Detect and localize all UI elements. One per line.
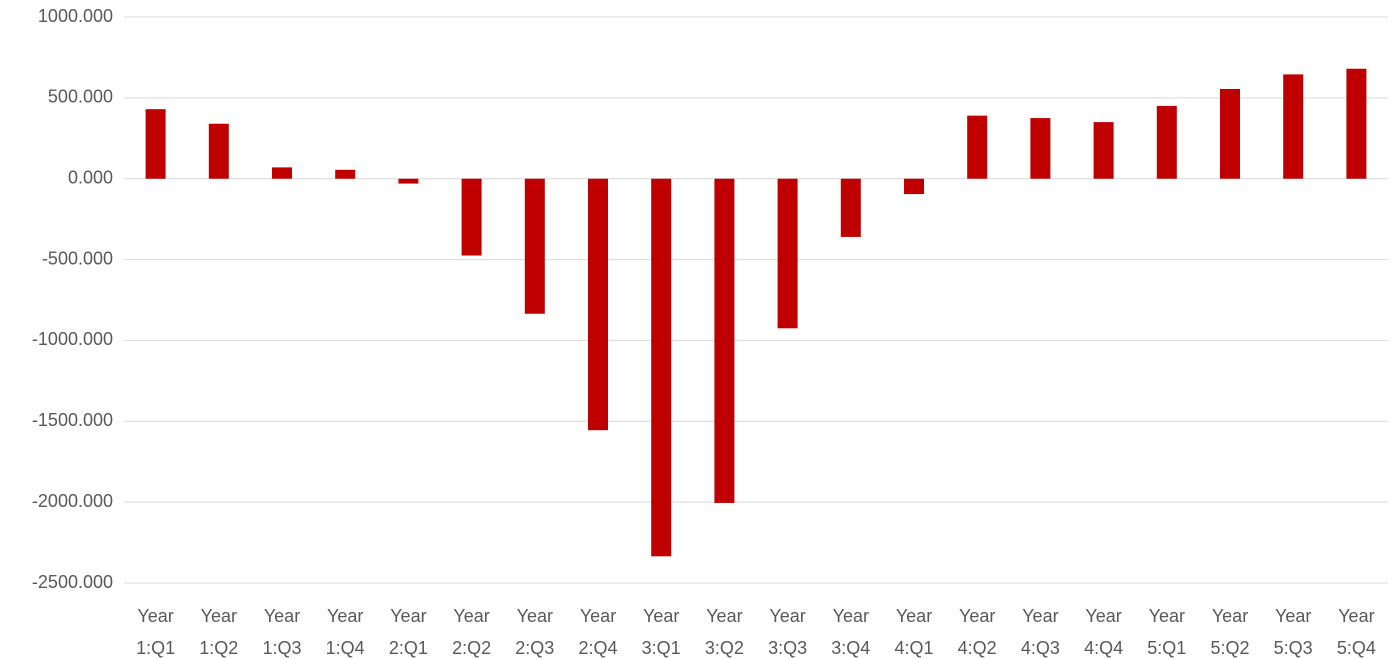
y-tick-label: -2500.000 (32, 572, 113, 592)
y-tick-label: -1500.000 (32, 410, 113, 430)
x-tick-label: Year 1:Q1 (136, 606, 176, 658)
bar (461, 178, 482, 256)
y-tick-label: 1000.000 (38, 6, 113, 26)
bar (904, 178, 924, 195)
bar (1156, 105, 1177, 179)
bar (335, 169, 356, 179)
bar (714, 178, 735, 503)
x-tick-label: Year 1:Q2 (199, 606, 239, 658)
x-tick-label: Year 2:Q1 (388, 606, 428, 658)
y-tick-label: 500.000 (48, 87, 113, 107)
x-tick-label: Year 5:Q2 (1210, 606, 1250, 658)
bar (1283, 74, 1304, 179)
x-tick-label: Year 2:Q4 (578, 606, 618, 658)
bar (272, 167, 292, 179)
bar (840, 178, 861, 237)
x-tick-label: Year 4:Q4 (1084, 606, 1124, 658)
bar (208, 123, 229, 179)
bar (1030, 118, 1051, 179)
x-tick-label: Year 3:Q4 (831, 606, 871, 658)
x-tick-label: Year 1:Q3 (262, 606, 302, 658)
x-tick-label: Year 4:Q3 (1020, 606, 1060, 658)
bar (967, 115, 988, 179)
bar (524, 178, 545, 314)
bar (588, 178, 608, 431)
bar (651, 178, 672, 557)
x-tick-label: Year 3:Q3 (768, 606, 808, 658)
x-tick-label: Year 5:Q4 (1336, 606, 1376, 658)
bar (1220, 88, 1240, 179)
y-tick-label: -2000.000 (32, 491, 113, 511)
x-tick-label: Year 4:Q1 (894, 606, 934, 658)
bar (1346, 68, 1367, 179)
x-tick-label: Year 4:Q2 (957, 606, 997, 658)
y-tick-label: -500.000 (42, 248, 113, 268)
y-tick-label: -1000.000 (32, 329, 113, 349)
x-tick-label: Year 3:Q2 (704, 606, 744, 658)
x-tick-label: Year 5:Q1 (1147, 606, 1187, 658)
x-tick-label: Year 1:Q4 (325, 606, 365, 658)
x-tick-label: Year 2:Q3 (515, 606, 555, 658)
bar (145, 109, 166, 179)
x-tick-label: Year 5:Q3 (1273, 606, 1313, 658)
bar (777, 178, 798, 329)
x-tick-label: Year 3:Q1 (641, 606, 681, 658)
bar (398, 178, 419, 184)
y-tick-label: 0.000 (68, 167, 113, 187)
x-tick-label: Year 2:Q2 (452, 606, 492, 658)
bar (1093, 122, 1114, 179)
